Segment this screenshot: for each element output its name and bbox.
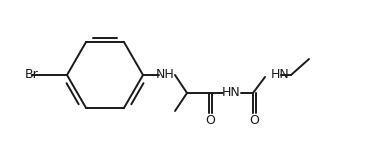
- Text: HN: HN: [222, 87, 240, 99]
- Text: NH: NH: [156, 69, 174, 81]
- Text: O: O: [249, 114, 259, 128]
- Text: O: O: [205, 114, 215, 128]
- Text: HN: HN: [271, 69, 290, 81]
- Text: Br: Br: [25, 69, 39, 81]
